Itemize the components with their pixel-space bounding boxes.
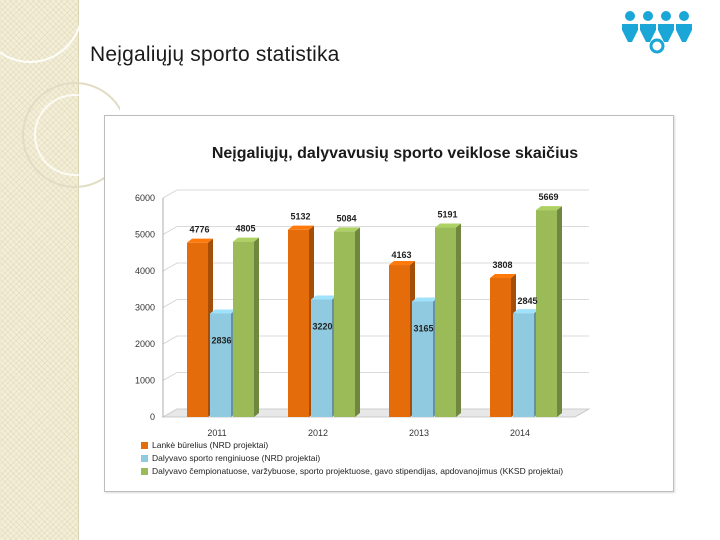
bar [210, 309, 236, 417]
bar [334, 227, 360, 417]
chart-title: Neįgaliųjų, dalyvavusių sporto veiklose … [212, 145, 578, 162]
x-axis-ticks: 2011 2012 2013 2014 [207, 428, 530, 438]
data-label: 4776 [189, 225, 209, 235]
bar [187, 238, 213, 417]
bar [536, 206, 562, 417]
bar-top [490, 274, 516, 279]
chart-frame: Neįgaliųjų, dalyvavusių sporto veiklose … [104, 115, 674, 492]
bar-front [233, 241, 254, 417]
data-label: 4805 [235, 224, 255, 234]
decorative-side-strip [0, 0, 78, 540]
legend-swatch [141, 455, 148, 462]
bar [288, 225, 314, 417]
y-tick-label: 3000 [135, 303, 155, 313]
bar-top [389, 261, 415, 266]
bar-top [334, 227, 360, 232]
bar-front [536, 210, 557, 417]
bar-front [389, 265, 410, 417]
data-label: 5084 [336, 213, 356, 223]
y-tick-label: 1000 [135, 376, 155, 386]
bar [435, 223, 461, 417]
bar-front [435, 227, 456, 417]
data-label: 4163 [391, 250, 411, 260]
data-labels: 4776 2836 4805 5132 3220 5084 4163 3165 5191 3808… [189, 192, 558, 345]
bar-top [233, 237, 259, 242]
data-label: 5132 [290, 212, 310, 222]
decorative-circles [0, 0, 120, 188]
bar-side [254, 237, 259, 417]
bar-top [513, 309, 539, 314]
data-label: 5669 [538, 192, 558, 202]
x-tick-label: 2014 [510, 428, 530, 438]
bar-side [456, 223, 461, 417]
bar-side [557, 206, 562, 417]
bar [513, 309, 539, 417]
y-tick-label: 4000 [135, 266, 155, 276]
bar-front [490, 278, 511, 417]
data-label: 2836 [211, 335, 231, 345]
y-axis-ticks: 0 1000 2000 3000 4000 5000 6000 [135, 193, 155, 422]
data-label: 3220 [312, 321, 332, 331]
bar-top [536, 206, 562, 211]
bar [233, 237, 259, 417]
bar-front [288, 229, 309, 417]
bar [311, 295, 337, 417]
legend-item: Dalyvavo sporto renginiuose (NRD projekt… [141, 453, 320, 463]
data-label: 5191 [437, 210, 457, 220]
legend-item: Lankė būrelius (NRD projektai) [141, 440, 268, 450]
bar-side [355, 227, 360, 417]
legend-item: Dalyvavo čempionatuose, varžybuose, spor… [141, 466, 563, 476]
bars [187, 206, 562, 417]
y-tick-label: 0 [150, 412, 155, 422]
y-tick-label: 6000 [135, 193, 155, 203]
bar [490, 274, 516, 417]
people-logo-icon [622, 11, 692, 54]
data-label: 2845 [517, 296, 537, 306]
x-tick-label: 2012 [308, 428, 328, 438]
legend-label: Dalyvavo čempionatuose, varžybuose, spor… [152, 466, 563, 476]
y-tick-label: 5000 [135, 230, 155, 240]
data-label: 3808 [492, 260, 512, 270]
y-tick-label: 2000 [135, 339, 155, 349]
legend-swatch [141, 468, 148, 475]
legend: Lankė būrelius (NRD projektai) Dalyvavo s… [141, 440, 563, 476]
bar-top [210, 309, 236, 314]
page-title: Neįgaliųjų sporto statistika [90, 43, 340, 66]
bar-top [412, 297, 438, 302]
bar [412, 297, 438, 417]
bar-top [311, 295, 337, 300]
bar-front [412, 301, 433, 417]
bar-front [187, 242, 208, 417]
data-label: 3165 [413, 323, 433, 333]
plot-background [177, 184, 589, 417]
bar-front [334, 231, 355, 417]
bar [389, 261, 415, 417]
x-tick-label: 2013 [409, 428, 429, 438]
x-tick-label: 2011 [207, 428, 226, 438]
bar-front [513, 313, 534, 417]
side-divider [78, 0, 79, 540]
bar-top [187, 238, 213, 243]
legend-swatch [141, 442, 148, 449]
bar-front [210, 313, 231, 417]
gridline [162, 189, 589, 199]
bar-top [288, 225, 314, 230]
bar-top [435, 223, 461, 228]
bar-chart: Neįgaliųjų, dalyvavusių sporto veiklose … [135, 145, 591, 476]
legend-label: Lankė būrelius (NRD projektai) [152, 440, 268, 450]
bar-front [311, 299, 332, 417]
legend-label: Dalyvavo sporto renginiuose (NRD projekt… [152, 453, 320, 463]
